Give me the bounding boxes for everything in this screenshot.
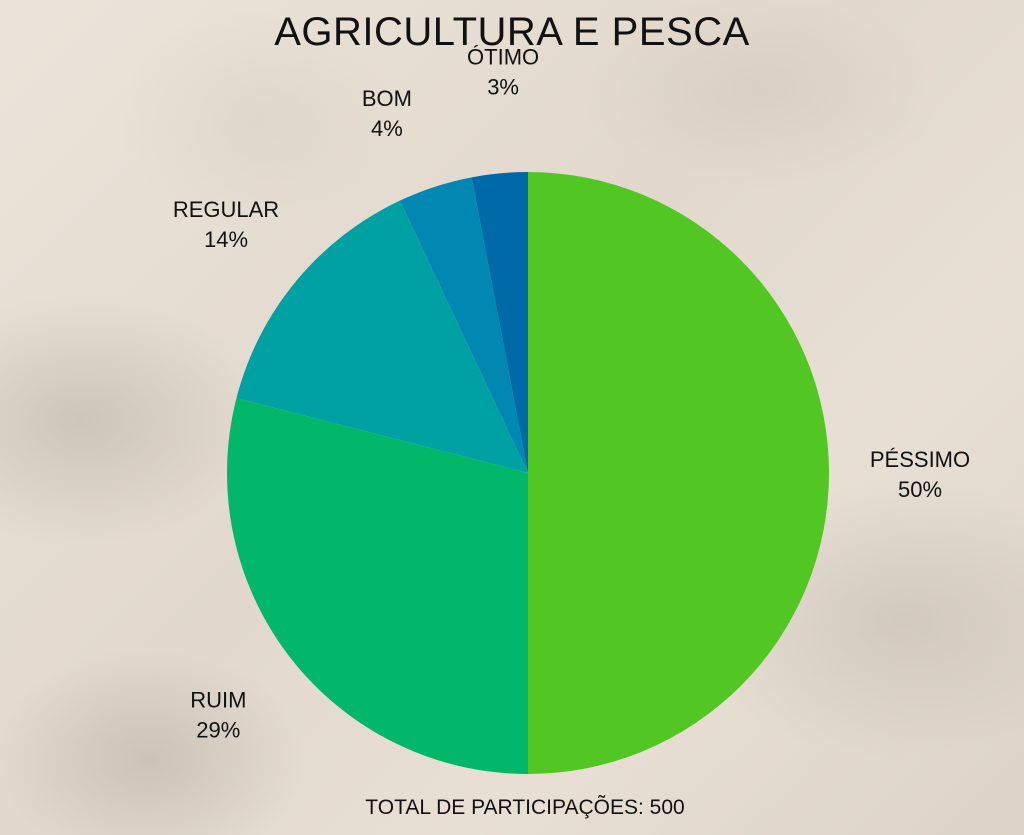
slice-percent-ótimo: 3%: [487, 75, 519, 100]
slice-label-bom: BOM: [362, 86, 412, 111]
total-participations: TOTAL DE PARTICIPAÇÕES: 500: [365, 796, 685, 819]
pie-slice-regular: [236, 200, 528, 473]
slice-label-ótimo: ÓTIMO: [467, 45, 539, 70]
slice-label-regular: REGULAR: [173, 197, 279, 222]
pie-slice-péssimo: [528, 172, 829, 774]
chart-title: AGRICULTURA E PESCA: [274, 10, 750, 54]
slice-percent-ruim: 29%: [196, 717, 240, 742]
slice-label-péssimo: PÉSSIMO: [870, 447, 970, 472]
slice-label-ruim: RUIM: [190, 687, 246, 712]
pie-slice-bom: [399, 177, 528, 473]
slice-percent-péssimo: 50%: [898, 477, 942, 502]
pie-slice-ótimo: [471, 172, 528, 473]
slice-percent-bom: 4%: [371, 116, 403, 141]
slice-percent-regular: 14%: [204, 227, 248, 252]
pie-slice-ruim: [227, 398, 528, 774]
